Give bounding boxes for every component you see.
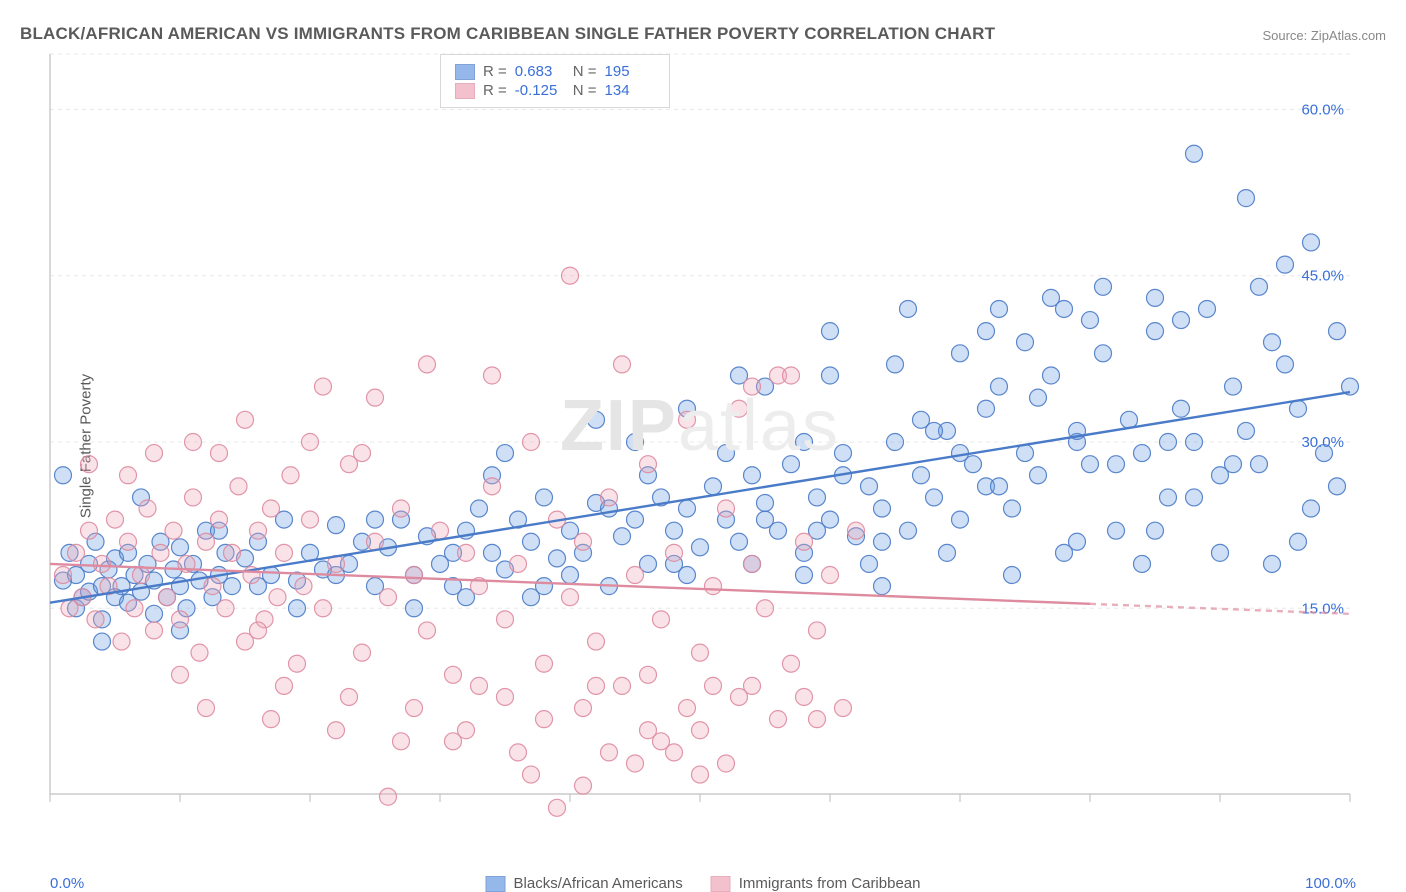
stats-row-2: R = -0.125 N = 134 [455, 82, 655, 99]
swatch-pink [455, 83, 475, 99]
n-value-1: 195 [605, 63, 655, 80]
n-label: N = [573, 63, 597, 80]
svg-text:45.0%: 45.0% [1301, 268, 1344, 285]
correlation-chart: BLACK/AFRICAN AMERICAN VS IMMIGRANTS FRO… [0, 0, 1406, 892]
legend-label-2: Immigrants from Caribbean [739, 875, 921, 892]
legend-item-2: Immigrants from Caribbean [711, 875, 921, 892]
legend: Blacks/African Americans Immigrants from… [486, 875, 921, 892]
r-value-2: -0.125 [515, 82, 565, 99]
scatter-plot-svg: 15.0%30.0%45.0%60.0% [50, 54, 1350, 830]
source-label: Source: ZipAtlas.com [1262, 28, 1386, 43]
chart-title: BLACK/AFRICAN AMERICAN VS IMMIGRANTS FRO… [20, 24, 995, 44]
svg-text:60.0%: 60.0% [1301, 101, 1344, 118]
r-label-2: R = [483, 82, 507, 99]
legend-item-1: Blacks/African Americans [486, 875, 683, 892]
swatch-blue [455, 64, 475, 80]
legend-swatch-pink [711, 876, 731, 892]
plot-area: 15.0%30.0%45.0%60.0% ZIPatlas R = 0.683 … [50, 54, 1350, 830]
legend-swatch-blue [486, 876, 506, 892]
r-value-1: 0.683 [515, 63, 565, 80]
stats-box: R = 0.683 N = 195 R = -0.125 N = 134 [440, 54, 670, 108]
n-label-2: N = [573, 82, 597, 99]
x-axis-min-label: 0.0% [50, 875, 84, 892]
x-axis-max-label: 100.0% [1305, 875, 1356, 892]
legend-label-1: Blacks/African Americans [514, 875, 683, 892]
r-label: R = [483, 63, 507, 80]
stats-row-1: R = 0.683 N = 195 [455, 63, 655, 80]
n-value-2: 134 [605, 82, 655, 99]
svg-text:15.0%: 15.0% [1301, 600, 1344, 617]
